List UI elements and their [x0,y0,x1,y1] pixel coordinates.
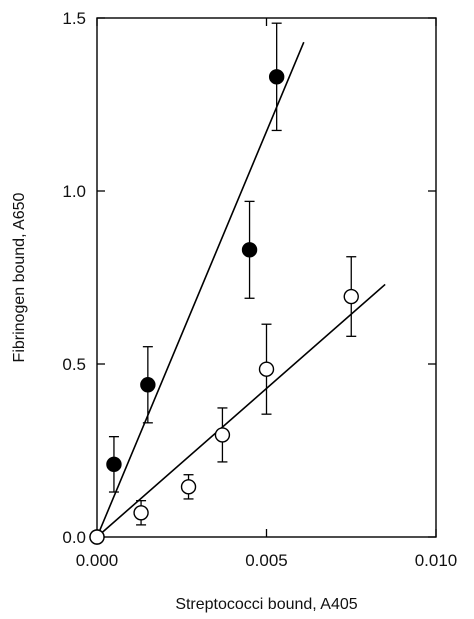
y-tick-label: 1.0 [62,182,86,201]
x-tick-label: 0.000 [76,551,119,570]
series-0 [89,22,305,545]
filled-data-point [140,377,156,393]
x-axis-label: Streptococci bound, A405 [175,596,357,613]
open-data-point [343,288,359,305]
plot-frame [96,17,437,538]
filled-data-point [268,69,285,85]
x-tick-label: 0.005 [245,551,288,570]
y-tick-label: 0.0 [62,528,86,547]
open-data-point [214,427,231,443]
fit-line [96,283,386,538]
y-axis-label: Fibrinogen bound, A650 [11,192,28,362]
open-data-point [89,529,105,545]
fit-line [96,41,305,538]
open-data-point [258,361,275,377]
y-tick-label: 0.5 [62,355,86,374]
filled-data-point [241,242,258,258]
filled-data-point [106,456,122,473]
x-tick-label: 0.010 [415,551,458,570]
series-1 [89,256,386,545]
open-data-point [133,505,149,521]
y-tick-label: 1.5 [62,9,86,28]
open-data-point [180,479,197,495]
